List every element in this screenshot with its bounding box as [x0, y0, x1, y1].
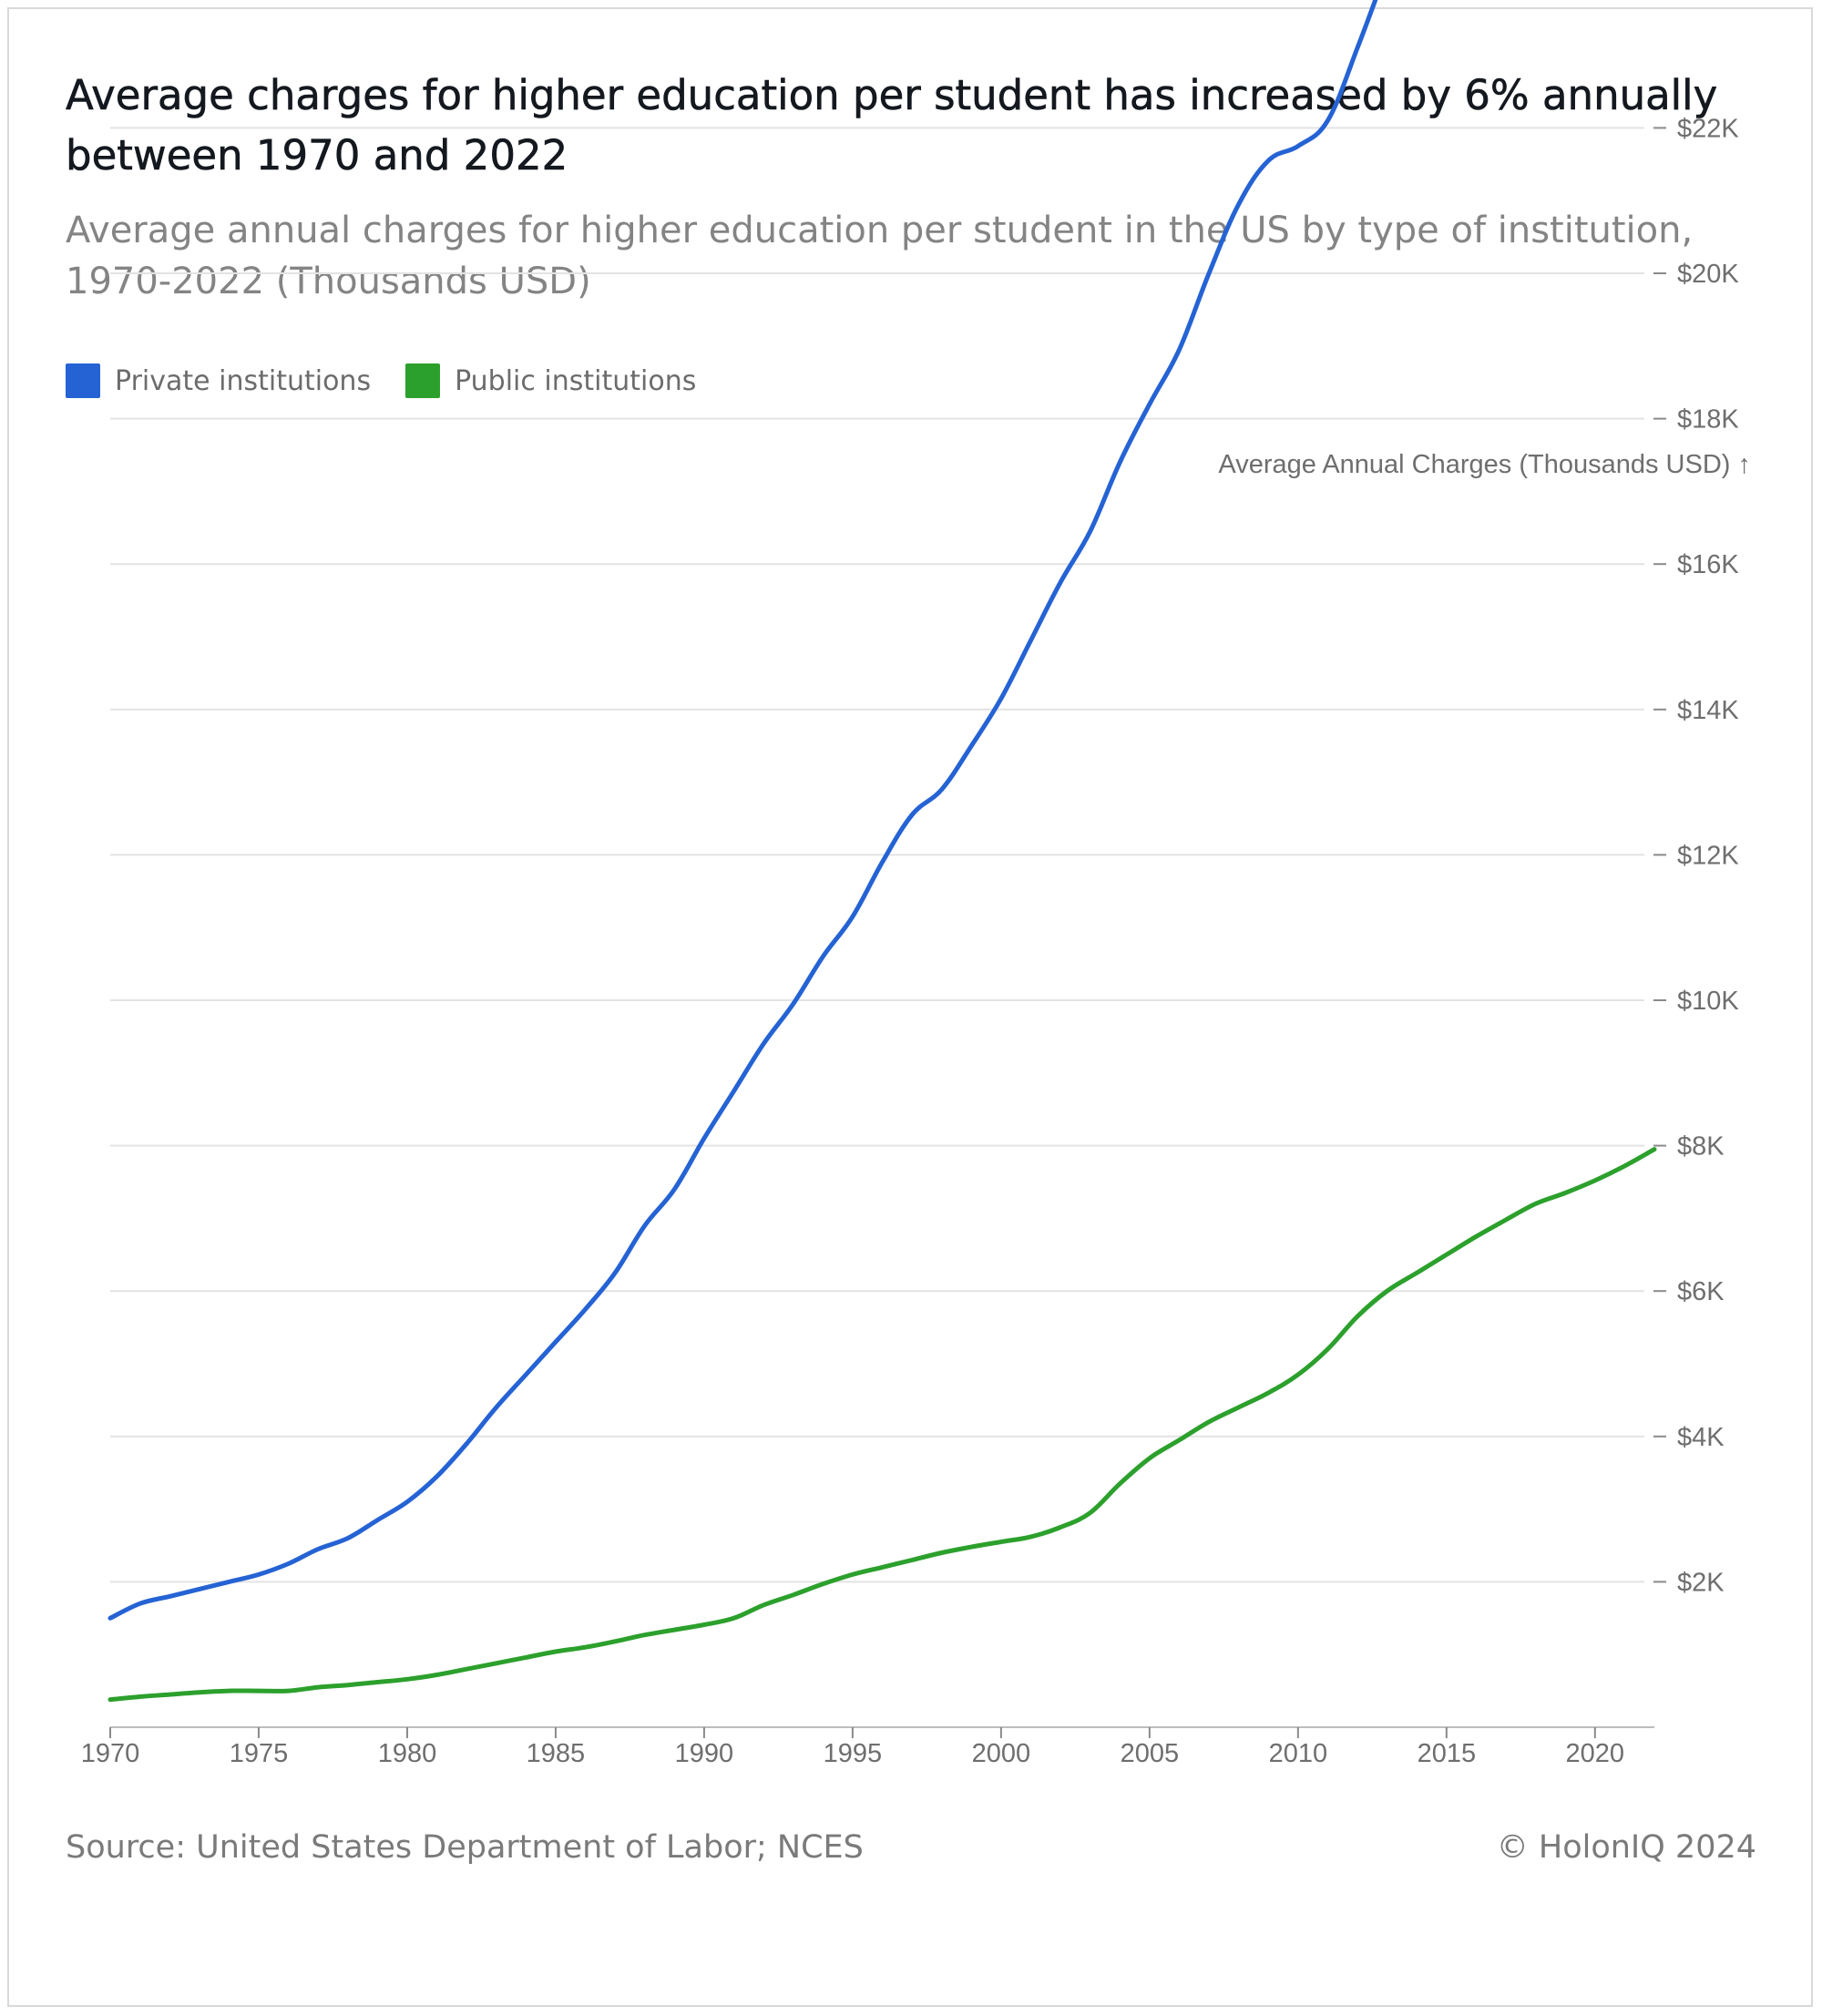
grid-lines: [110, 127, 1644, 1583]
legend-label-public: Public institutions: [455, 364, 697, 397]
legend: Private institutions Public institutions: [66, 363, 696, 399]
y-tick-label: $8K: [1677, 1132, 1725, 1162]
y-tick-label: $10K: [1677, 987, 1739, 1016]
x-tick-label: 2000: [972, 1739, 1031, 1768]
series-lines: [107, 0, 1657, 1703]
y-tick-label: $14K: [1677, 696, 1739, 725]
legend-item-private[interactable]: Private institutions: [66, 363, 371, 398]
x-tick-label: 1970: [81, 1739, 140, 1768]
x-tick-label: 2010: [1269, 1739, 1328, 1768]
y-tick-label: $12K: [1677, 841, 1739, 870]
x-tick-label: 1975: [230, 1739, 289, 1768]
y-tick-label: $6K: [1677, 1277, 1725, 1306]
legend-swatch-private: [66, 363, 100, 398]
chart-card: [7, 7, 1813, 2007]
y-tick-label: $4K: [1677, 1423, 1725, 1452]
copyright-note: © HolonIQ 2024: [1496, 1829, 1756, 1866]
x-tick-label: 1980: [378, 1739, 437, 1768]
y-axis: $2K $4K $6K $8K $10K $12K $14K $16K $18K $20K $22K…: [1653, 114, 1739, 1597]
x-tick-label: 2015: [1418, 1739, 1477, 1768]
x-axis: 1970 1975 1980 1985 1990 1995 2000 2005 2010 2015…: [81, 1726, 1654, 1768]
y-tick-label: $16K: [1677, 550, 1739, 579]
x-tick-label: 1995: [824, 1739, 883, 1768]
y-axis-label: Average Annual Charges (Thousands USD) ↑: [1218, 450, 1751, 479]
y-tick-label: $2K: [1677, 1568, 1725, 1597]
y-tick-label: $18K: [1677, 405, 1739, 435]
chart-subtitle: Average annual charges for higher educat…: [66, 210, 1694, 302]
legend-label-private: Private institutions: [115, 364, 372, 397]
legend-item-public[interactable]: Public institutions: [405, 363, 696, 398]
y-tick-label: $22K: [1677, 114, 1739, 143]
x-tick-label: 2020: [1566, 1739, 1625, 1768]
series-line-public[interactable]: [107, 1147, 1657, 1703]
source-note: Source: United States Department of Labo…: [66, 1829, 864, 1866]
y-tick-label: $20K: [1677, 260, 1739, 289]
x-tick-label: 2005: [1121, 1739, 1180, 1768]
x-tick-label: 1990: [675, 1739, 734, 1768]
x-tick-label: 1985: [527, 1739, 586, 1768]
series-line-private[interactable]: [107, 0, 1654, 1621]
chart-title: Average charges for higher education per…: [66, 71, 1718, 180]
legend-swatch-public: [405, 363, 441, 398]
